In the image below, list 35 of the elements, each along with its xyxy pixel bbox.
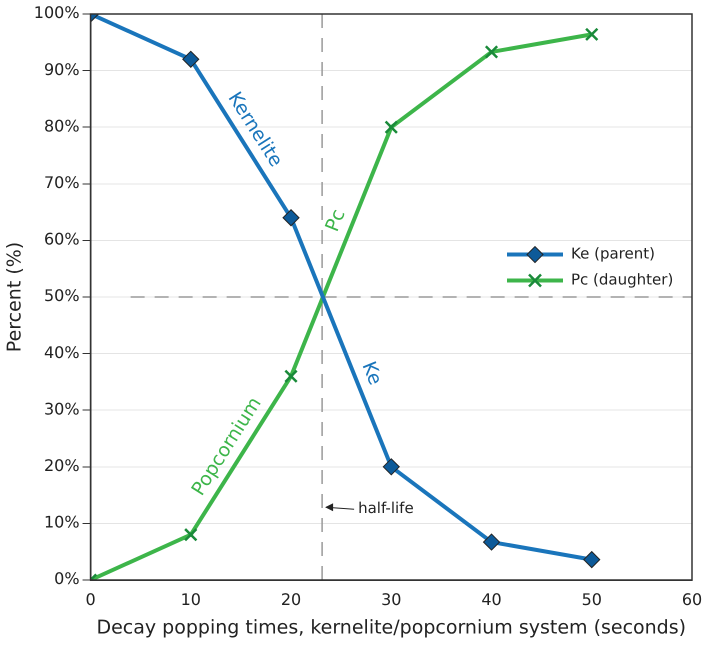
- x-tick-label: 10: [180, 590, 201, 609]
- annotation: Ke: [357, 358, 387, 388]
- y-tick-label: 90%: [44, 60, 80, 79]
- x-tick-label: 40: [481, 590, 502, 609]
- x-tick-label: 50: [582, 590, 602, 609]
- legend-label: Ke (parent): [571, 244, 655, 262]
- y-tick-label: 0%: [54, 569, 80, 588]
- y-tick-label: 60%: [44, 230, 80, 249]
- point: [184, 528, 198, 542]
- annotation: Pc: [321, 206, 350, 235]
- legend-label: Pc (daughter): [571, 270, 674, 288]
- y-tick-label: 70%: [44, 172, 80, 192]
- x-tick-label: 0: [85, 590, 96, 609]
- y-tick-label: 80%: [44, 116, 80, 136]
- y-tick-label: 100%: [34, 3, 80, 22]
- point: [182, 50, 200, 68]
- y-tick-label: 40%: [44, 342, 80, 362]
- point: [584, 27, 599, 42]
- point: [583, 551, 600, 568]
- y-tick-label: 20%: [44, 456, 80, 475]
- x-tick-label: 60: [682, 590, 702, 609]
- y-tick-label: 50%: [44, 286, 80, 306]
- point: [384, 120, 398, 134]
- point: [382, 458, 400, 476]
- y-axis-title: Percent (%): [3, 242, 26, 352]
- x-tick-label: 20: [280, 590, 302, 609]
- point: [483, 534, 500, 551]
- x-axis-title: Decay popping times, kernelite/popcornium system (seconds): [96, 616, 686, 639]
- x-tick-label: 30: [381, 590, 402, 609]
- point: [284, 369, 298, 384]
- ref-line-label: half-life: [358, 499, 414, 518]
- y-tick-label: 30%: [44, 399, 80, 418]
- point: [282, 209, 300, 226]
- point: [484, 45, 498, 59]
- y-tick-label: 10%: [44, 512, 80, 532]
